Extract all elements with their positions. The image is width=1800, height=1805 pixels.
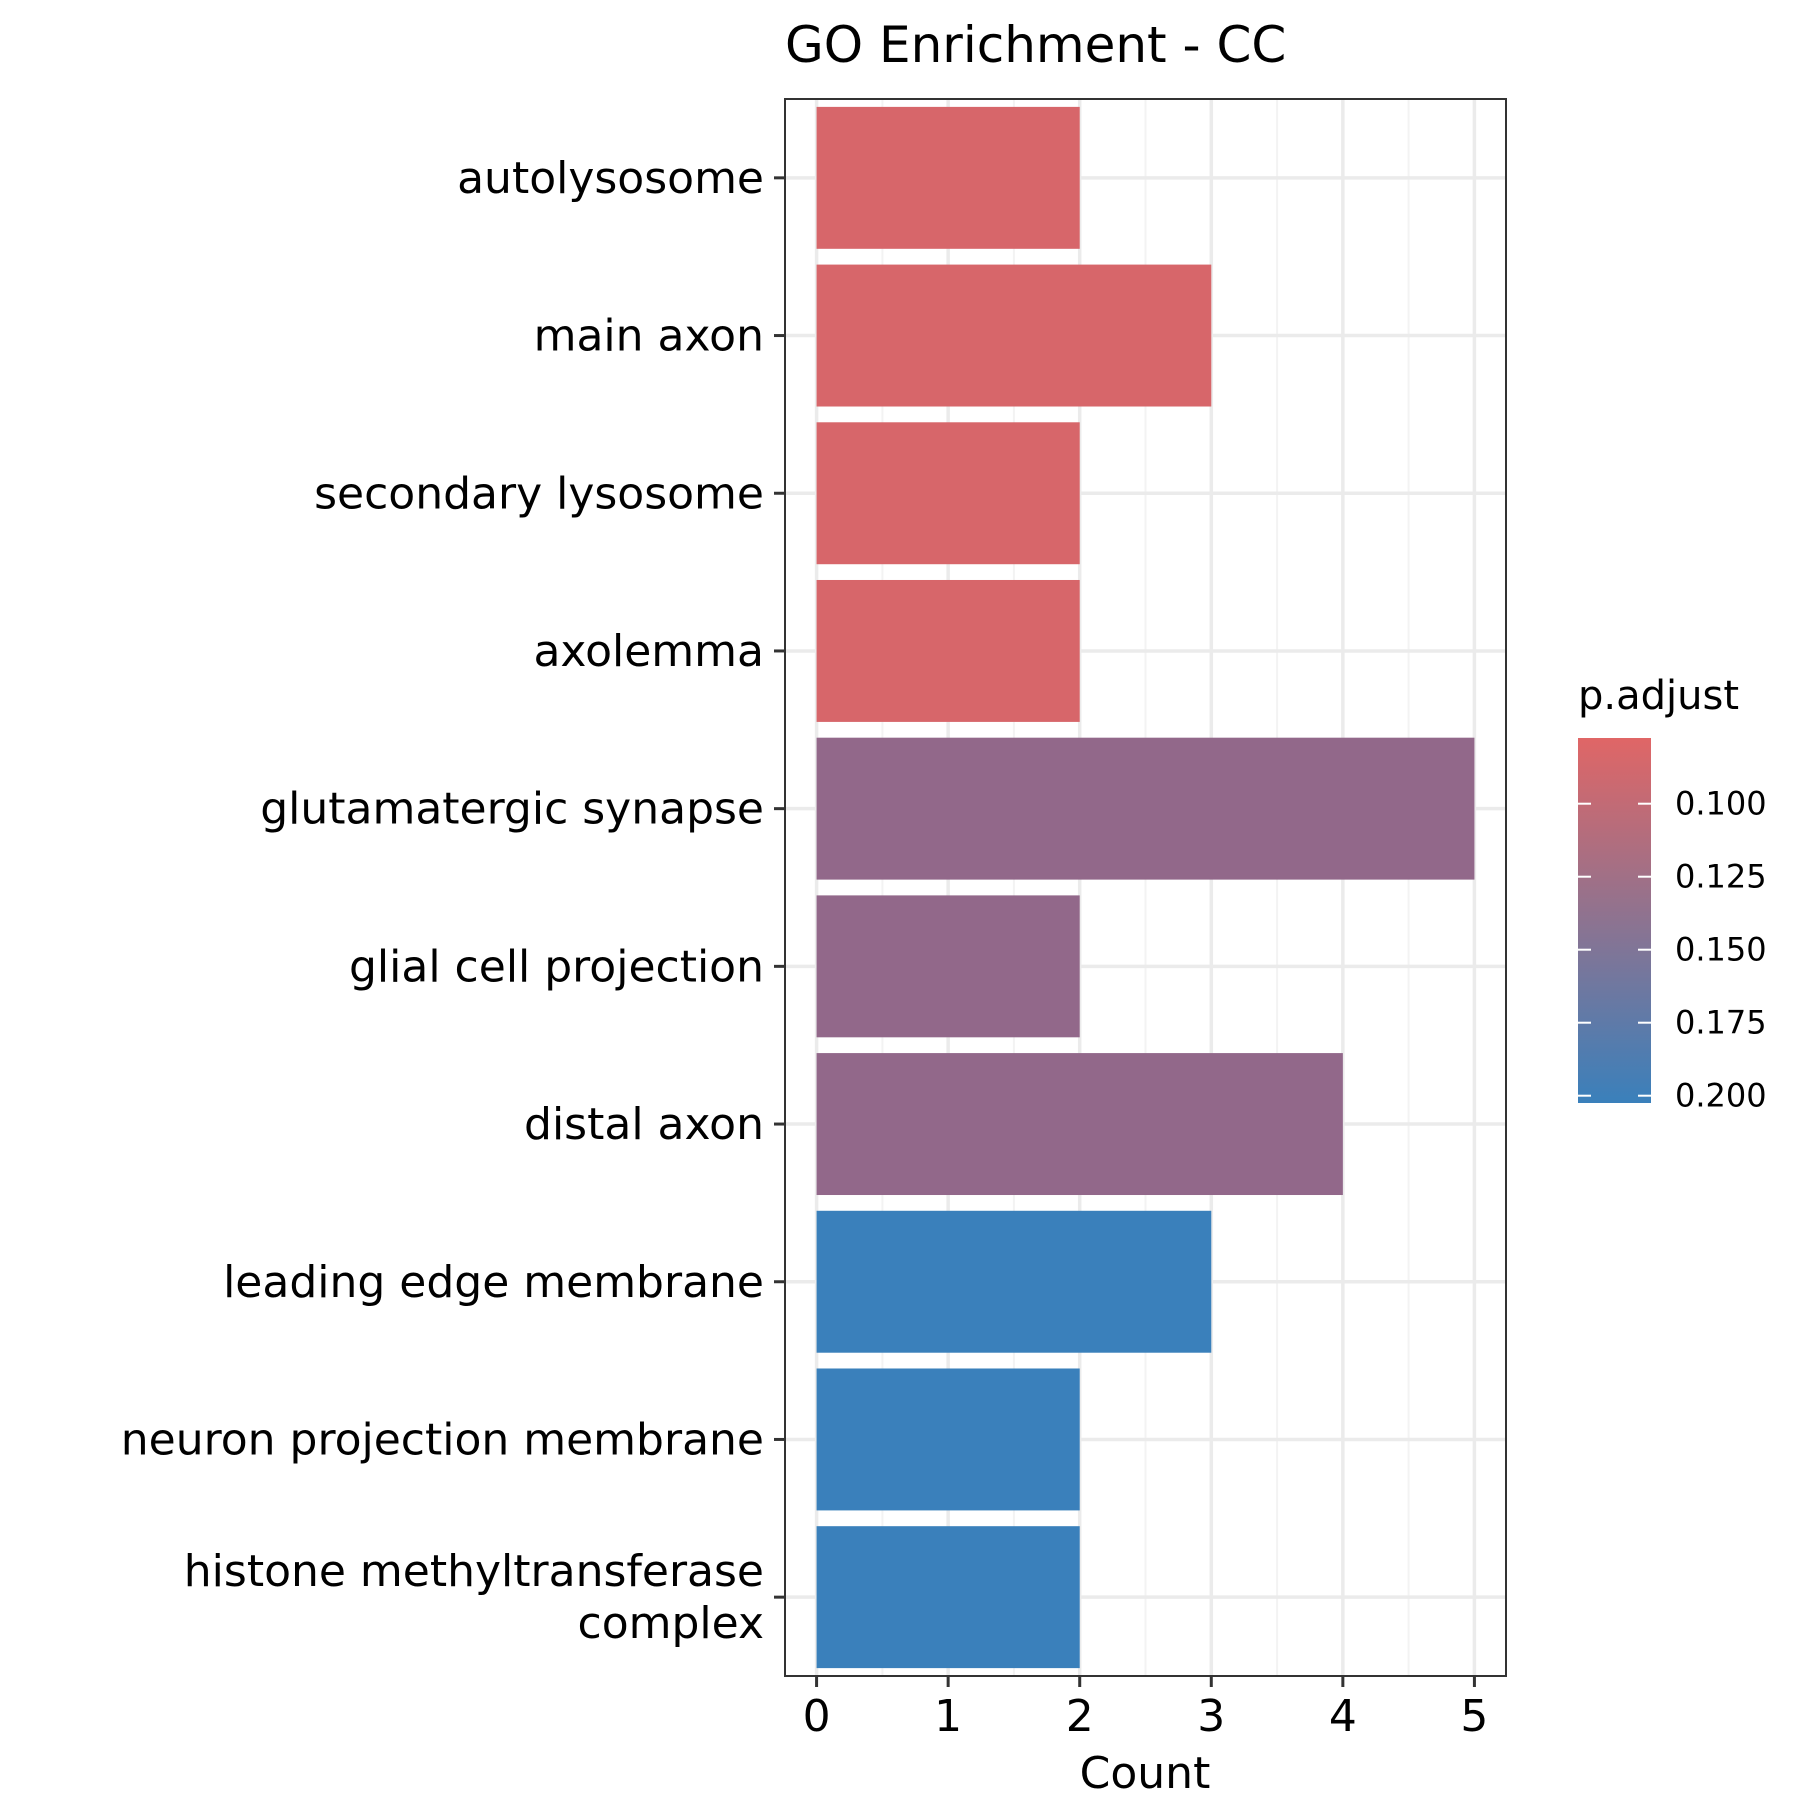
- panel-border: [784, 98, 1507, 1677]
- bar: [816, 422, 1080, 565]
- category-label: axolemma: [533, 626, 764, 677]
- category-label: leading edge membrane: [223, 1257, 764, 1308]
- x-tick-label: 3: [1197, 1691, 1225, 1742]
- bar: [816, 1053, 1343, 1196]
- category-label: main axon: [534, 311, 764, 362]
- bar: [816, 737, 1475, 880]
- legend-tick-label: 0.100: [1675, 785, 1767, 823]
- chart-title: GO Enrichment - CC: [785, 16, 1286, 74]
- category-label: glial cell projection: [349, 941, 764, 992]
- x-tick-label: 4: [1329, 1691, 1357, 1742]
- legend-tick-label: 0.175: [1675, 1004, 1767, 1042]
- category-label: distal axon: [524, 1099, 764, 1150]
- category-label: secondary lysosome: [314, 468, 764, 519]
- x-tick-label: 2: [1066, 1691, 1094, 1742]
- legend-colorbar: [1578, 738, 1651, 1103]
- bars: [816, 106, 1475, 1669]
- category-label: autolysosome: [457, 153, 764, 204]
- category-label: complex: [578, 1598, 764, 1649]
- bar: [816, 1368, 1080, 1511]
- category-label: histone methyltransferase: [184, 1546, 764, 1597]
- bar: [816, 1210, 1212, 1353]
- category-label: neuron projection membrane: [121, 1414, 764, 1465]
- bar: [816, 579, 1080, 722]
- bar: [816, 1526, 1080, 1669]
- bar: [816, 106, 1080, 249]
- bar: [816, 895, 1080, 1038]
- x-tick-label: 5: [1460, 1691, 1488, 1742]
- x-tick-label: 0: [803, 1691, 831, 1742]
- color-legend: p.adjust 0.100 0.125 0.150 0.175 0.200: [1578, 673, 1767, 1115]
- y-axis: autolysosome main axon secondary lysosome a…: [121, 153, 785, 1649]
- bar: [816, 264, 1212, 407]
- x-axis: 0 1 2 3 4 5: [803, 1676, 1488, 1742]
- x-tick-label: 1: [934, 1691, 962, 1742]
- x-axis-title: Count: [1080, 1748, 1211, 1799]
- legend-title: p.adjust: [1578, 673, 1739, 719]
- legend-tick-label: 0.200: [1675, 1077, 1767, 1115]
- legend-tick-label: 0.150: [1675, 931, 1767, 969]
- category-label: glutamatergic synapse: [260, 784, 764, 835]
- legend-tick-label: 0.125: [1675, 858, 1767, 896]
